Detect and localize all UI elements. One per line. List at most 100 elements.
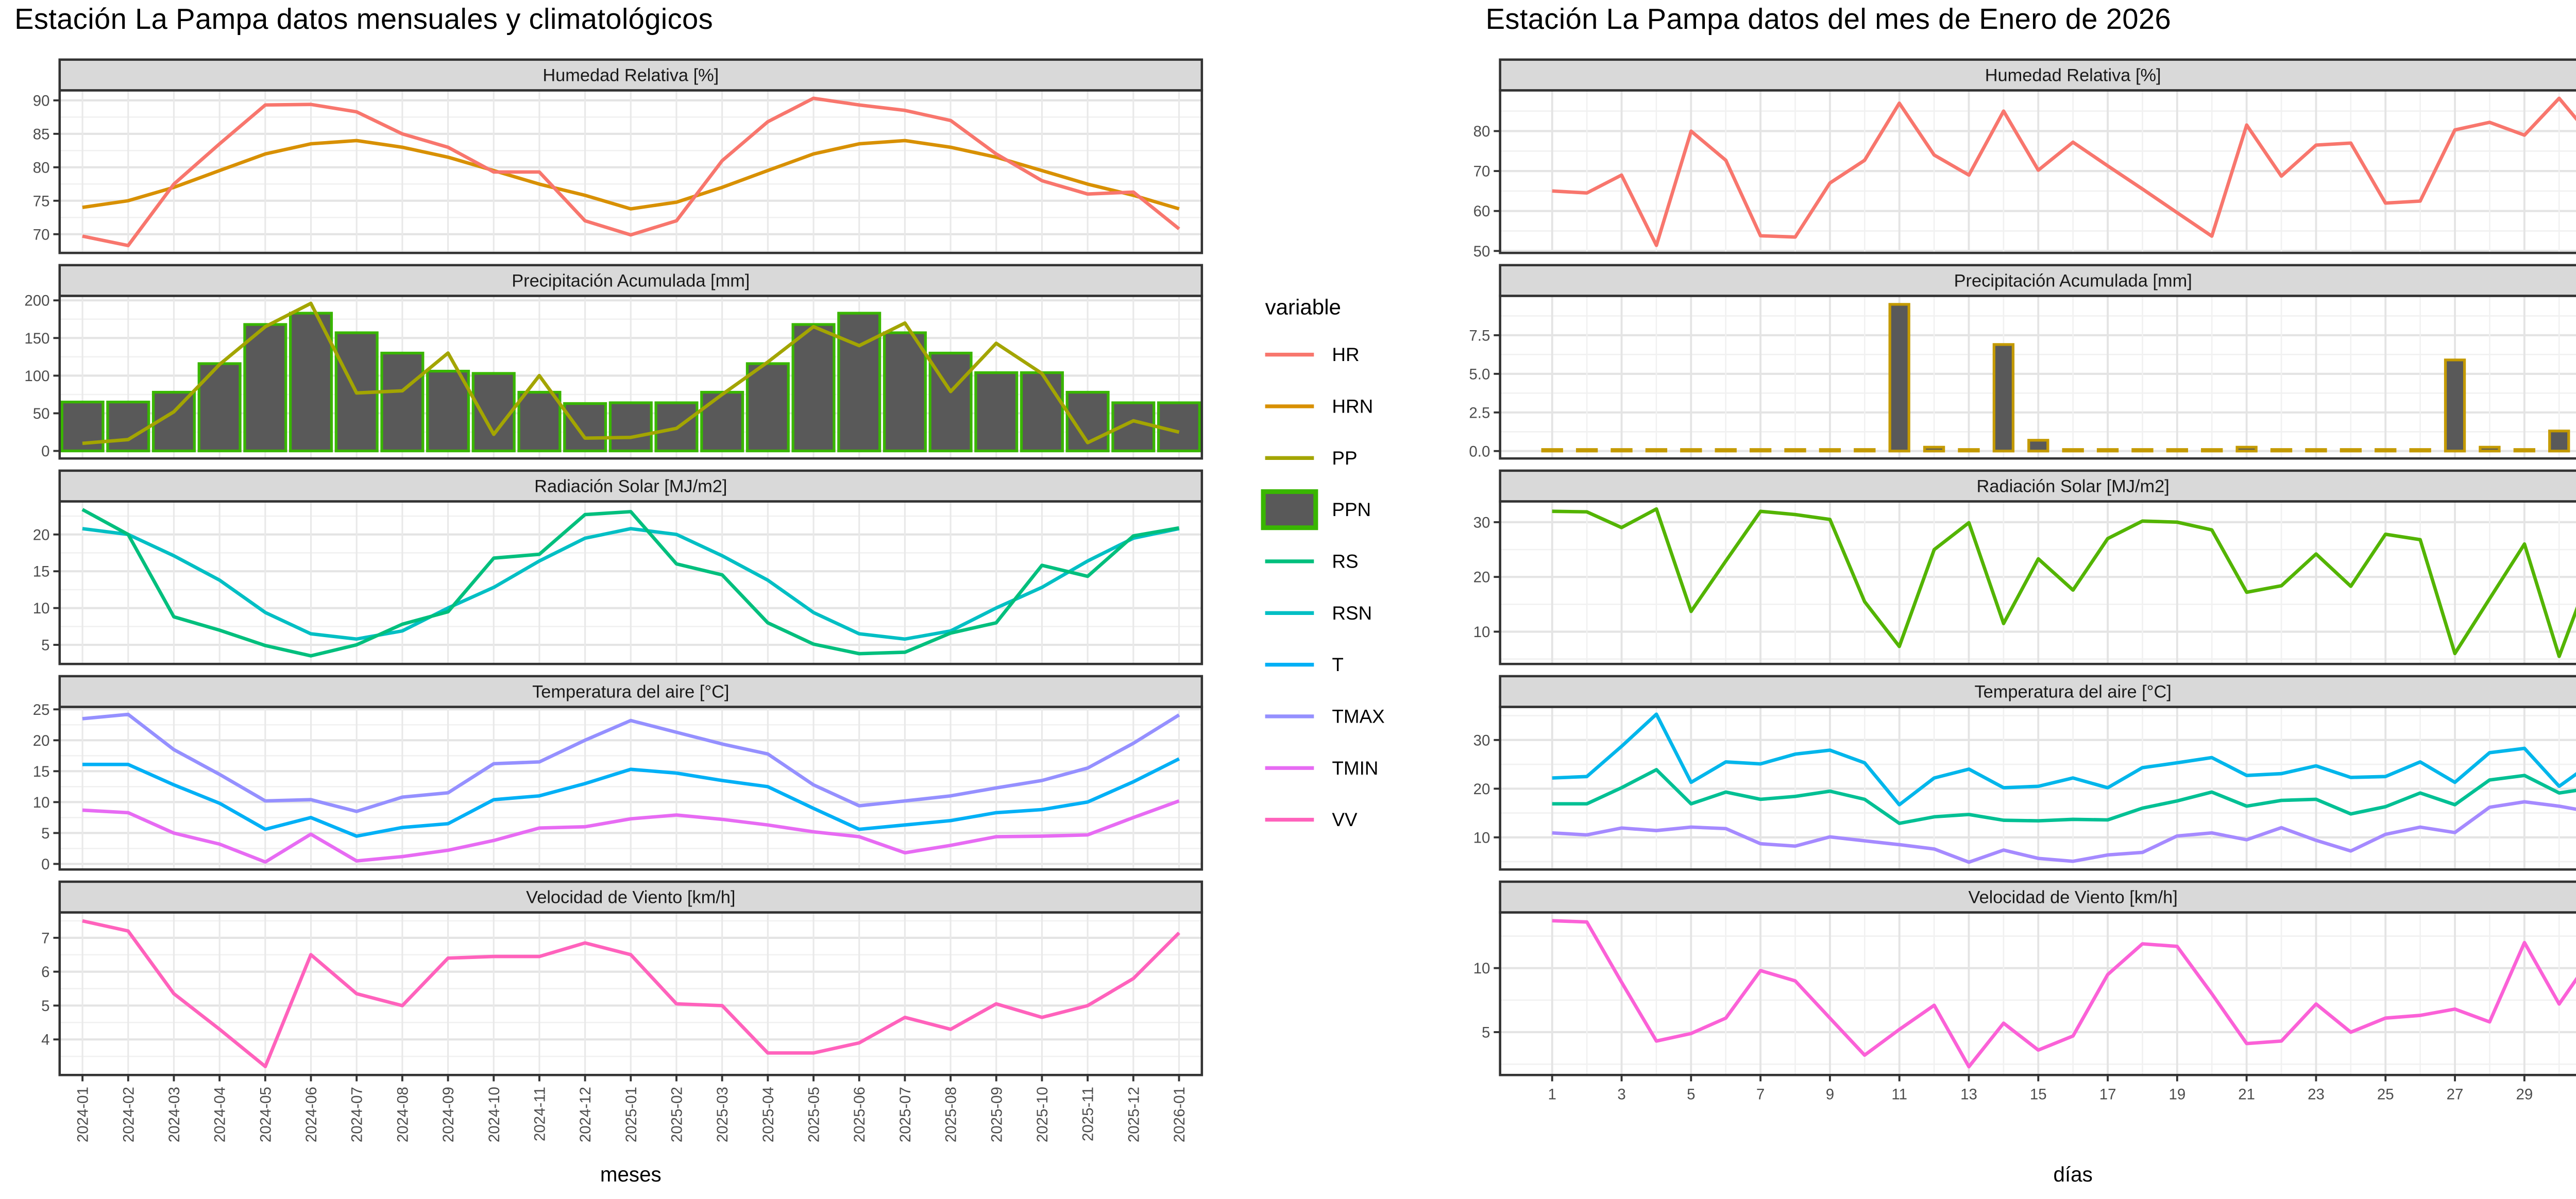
facet-panel-4: Velocidad de Viento [km/h] 5 10 xyxy=(1473,880,2576,1076)
x-axis: 2024-01 2024-02 2024-03 2024-04 2024-05 2024-… xyxy=(75,1075,1188,1142)
series-line-TMIN xyxy=(1552,800,2576,864)
y-tick-label: 70 xyxy=(33,226,50,243)
series-line-HR xyxy=(82,96,1180,248)
legend-entry-label: HR xyxy=(1332,344,1359,365)
y-axis: 50 60 70 80 xyxy=(1473,123,1500,260)
panel-strip-label: Humedad Relativa [%] xyxy=(543,66,719,85)
y-tick-label: 5 xyxy=(41,998,49,1015)
facet-panel-3: Temperatura del aire [°C] 0 5 10 15 20 25 xyxy=(33,675,1204,873)
legend-entry-TMAX: TMAX xyxy=(1265,706,1385,727)
y-tick-label: 200 xyxy=(24,293,49,310)
series-line-RS xyxy=(1552,507,2576,658)
x-tick-label: 2025-02 xyxy=(668,1087,685,1142)
panel-strip-label: Temperatura del aire [°C] xyxy=(1975,682,2172,702)
panel-strip-label: Humedad Relativa [%] xyxy=(1985,66,2161,85)
x-axis: 135791113151719212325272931 xyxy=(1548,1075,2533,1103)
x-tick-label: 21 xyxy=(2238,1086,2255,1103)
series-line-VV xyxy=(82,919,1180,1069)
series-bars-PP xyxy=(1541,303,2570,453)
x-tick-label: 29 xyxy=(2516,1086,2533,1103)
y-tick-label: 10 xyxy=(1473,624,1490,641)
facet-panel-1: Precipitación Acumulada [mm] 0 50 100 150 200 xyxy=(24,264,1204,460)
x-tick-label: 2025-01 xyxy=(623,1087,640,1142)
x-tick-label: 2024-11 xyxy=(531,1087,548,1141)
panel-strip xyxy=(58,880,1204,914)
x-tick-label: 7 xyxy=(1756,1086,1765,1103)
x-tick-label: 2025-04 xyxy=(760,1087,777,1142)
series-line-T xyxy=(1552,768,2576,825)
x-tick-label: 2024-02 xyxy=(120,1087,137,1142)
series-line-RS xyxy=(81,508,1180,658)
panel-strip xyxy=(58,469,1204,503)
legend-entry-label: TMIN xyxy=(1332,758,1378,779)
panel-strip xyxy=(58,264,1204,297)
series-line-RSN xyxy=(82,527,1180,641)
x-tick-label: 9 xyxy=(1826,1086,1834,1103)
y-axis: 10 20 30 xyxy=(1473,732,1500,846)
legend-title: variable xyxy=(1265,295,1341,319)
y-tick-label: 10 xyxy=(33,600,50,617)
x-tick-label: 11 xyxy=(1891,1086,1907,1103)
facet-panel-4: Velocidad de Viento [km/h] 4 5 6 7 xyxy=(41,880,1204,1076)
series-line-TMAX xyxy=(82,712,1180,813)
facet-panel-3: Temperatura del aire [°C] 10 20 30 xyxy=(1473,675,2576,871)
x-tick-label: 2026-01 xyxy=(1171,1087,1188,1142)
panel-strip-label: Radiación Solar [MJ/m2] xyxy=(1977,477,2170,496)
y-tick-label: 6 xyxy=(41,964,49,981)
series-line-T xyxy=(82,757,1180,838)
legend-entry-HRN: HRN xyxy=(1265,396,1373,417)
y-tick-label: 4 xyxy=(41,1032,49,1049)
legend-entry-HR: HR xyxy=(1265,344,1360,365)
panel-strip-label: Velocidad de Viento [km/h] xyxy=(1969,888,2178,907)
y-tick-label: 20 xyxy=(1473,781,1490,798)
figure-daily: Estación La Pampa datos del mes de Enero… xyxy=(1437,0,2576,1199)
y-tick-label: 5 xyxy=(41,637,49,654)
y-tick-label: 80 xyxy=(1473,123,1490,140)
legend: variable HR HRN PP PPN RS RSN T TMAX TMIN VV xyxy=(1261,295,1385,830)
legend-entry-label: HRN xyxy=(1332,396,1373,417)
panel-strip xyxy=(1499,264,2576,297)
panel-strip xyxy=(1499,675,2576,708)
y-axis: 10 20 30 xyxy=(1473,514,1500,641)
panel-strip-label: Velocidad de Viento [km/h] xyxy=(526,888,735,907)
x-tick-label: 1 xyxy=(1548,1086,1556,1103)
legend-entry-label: TMAX xyxy=(1332,706,1384,727)
y-tick-label: 30 xyxy=(1473,514,1490,531)
x-tick-label: 2025-08 xyxy=(943,1087,960,1142)
y-axis: 5 10 xyxy=(1473,960,1500,1041)
y-tick-label: 0 xyxy=(41,443,49,460)
y-axis: 0 5 10 15 20 25 xyxy=(33,701,60,873)
x-tick-label: 2024-09 xyxy=(440,1087,457,1142)
x-tick-label: 19 xyxy=(2168,1086,2185,1103)
facet-panel-2: Radiación Solar [MJ/m2] 5 10 15 20 xyxy=(33,469,1204,665)
y-tick-label: 2.5 xyxy=(1469,404,1490,421)
y-axis: 5 10 15 20 xyxy=(33,526,60,654)
x-tick-label: 2024-05 xyxy=(257,1087,274,1142)
y-tick-label: 7.5 xyxy=(1469,327,1490,344)
x-tick-label: 13 xyxy=(1960,1086,1977,1103)
x-axis-title: días xyxy=(2054,1162,2093,1186)
y-tick-label: 50 xyxy=(33,405,50,422)
y-tick-label: 30 xyxy=(1473,732,1490,749)
facet-panel-2: Radiación Solar [MJ/m2] 10 20 30 xyxy=(1473,469,2576,665)
y-tick-label: 100 xyxy=(24,368,49,385)
panel-strip xyxy=(1499,880,2576,914)
panel-strip-label: Precipitación Acumulada [mm] xyxy=(1954,271,2192,291)
figure-daily-title: Estación La Pampa datos del mes de Enero… xyxy=(1485,5,2172,37)
facet-panel-0: Humedad Relativa [%] 50 60 70 80 xyxy=(1473,58,2576,260)
legend-entry-label: VV xyxy=(1332,809,1358,830)
x-tick-label: 2024-08 xyxy=(394,1087,411,1142)
panel-strip xyxy=(58,675,1204,708)
y-tick-label: 10 xyxy=(1473,960,1490,977)
y-tick-label: 5 xyxy=(1482,1024,1490,1041)
panel-strip xyxy=(1499,469,2576,503)
panel-strip xyxy=(58,58,1204,92)
legend-entry-RSN: RSN xyxy=(1265,603,1372,624)
y-axis: 0.0 2.5 5.0 7.5 xyxy=(1469,327,1500,460)
series-bars-PPN xyxy=(60,312,1201,453)
facet-panel-0: Humedad Relativa [%] 70 75 80 85 90 xyxy=(33,58,1204,254)
x-tick-label: 2025-06 xyxy=(851,1087,868,1142)
figure-monthly-title: Estación La Pampa datos mensuales y clim… xyxy=(14,5,714,37)
legend-key-bar xyxy=(1261,489,1318,530)
y-tick-label: 50 xyxy=(1473,243,1490,260)
